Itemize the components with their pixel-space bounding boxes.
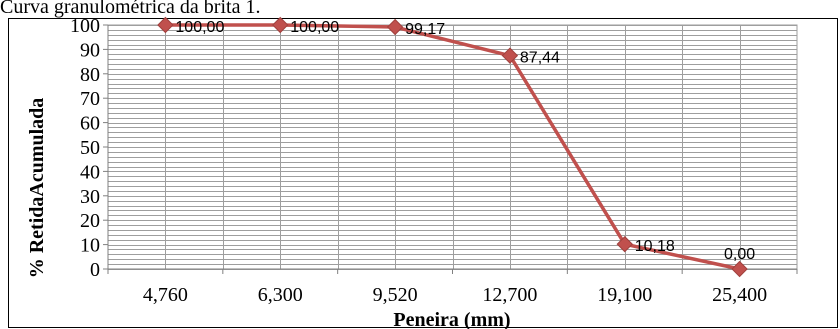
data-label: 100,00 [175,19,224,36]
data-label: 0,00 [724,246,755,263]
y-tick-label: 10 [80,235,100,257]
x-tick-label: 12,700 [482,284,537,306]
series-line [165,23,740,271]
plot-grid [107,24,798,270]
y-tick-label: 70 [80,88,100,110]
y-axis-title: % RetidaAcumulada [26,98,48,279]
data-label: 87,44 [520,50,560,67]
y-tick-label: 20 [80,210,100,232]
series-layer [157,16,748,278]
chart-caption: Curva granulométrica da brita 1. [0,0,261,18]
y-tick-label: 40 [80,161,100,183]
data-labels: 100,00 100,00 99,17 87,44 10,18 0,00 [175,19,755,263]
data-point-marker [501,47,519,64]
chart-frame [8,18,838,328]
data-label: 100,00 [290,19,339,36]
data-point-marker [616,235,633,253]
data-label: 99,17 [405,21,445,38]
data-point-marker [157,16,174,34]
y-tick-label: 80 [80,64,100,86]
y-tick-label: 50 [80,137,100,159]
data-point-marker [731,260,748,278]
data-point-marker [386,18,404,36]
y-tick-label: 90 [80,39,100,61]
data-label: 10,18 [635,238,675,255]
x-tick-label: 6,300 [258,284,303,306]
y-tick-label: 100 [70,15,100,37]
x-tick-label: 25,400 [712,284,767,306]
x-tick-label: 19,100 [597,284,652,306]
data-point-marker [272,16,289,34]
x-tick-label: 4,760 [143,284,188,306]
x-axis-ticks: 4,760 6,300 9,520 12,700 19,100 25,400 [107,269,798,306]
y-tick-label: 30 [80,186,100,208]
x-tick-label: 9,520 [373,284,418,306]
y-tick-label: 60 [80,113,100,135]
y-tick-label: 0 [90,259,100,281]
x-axis-title: Peneira (mm) [393,309,510,329]
